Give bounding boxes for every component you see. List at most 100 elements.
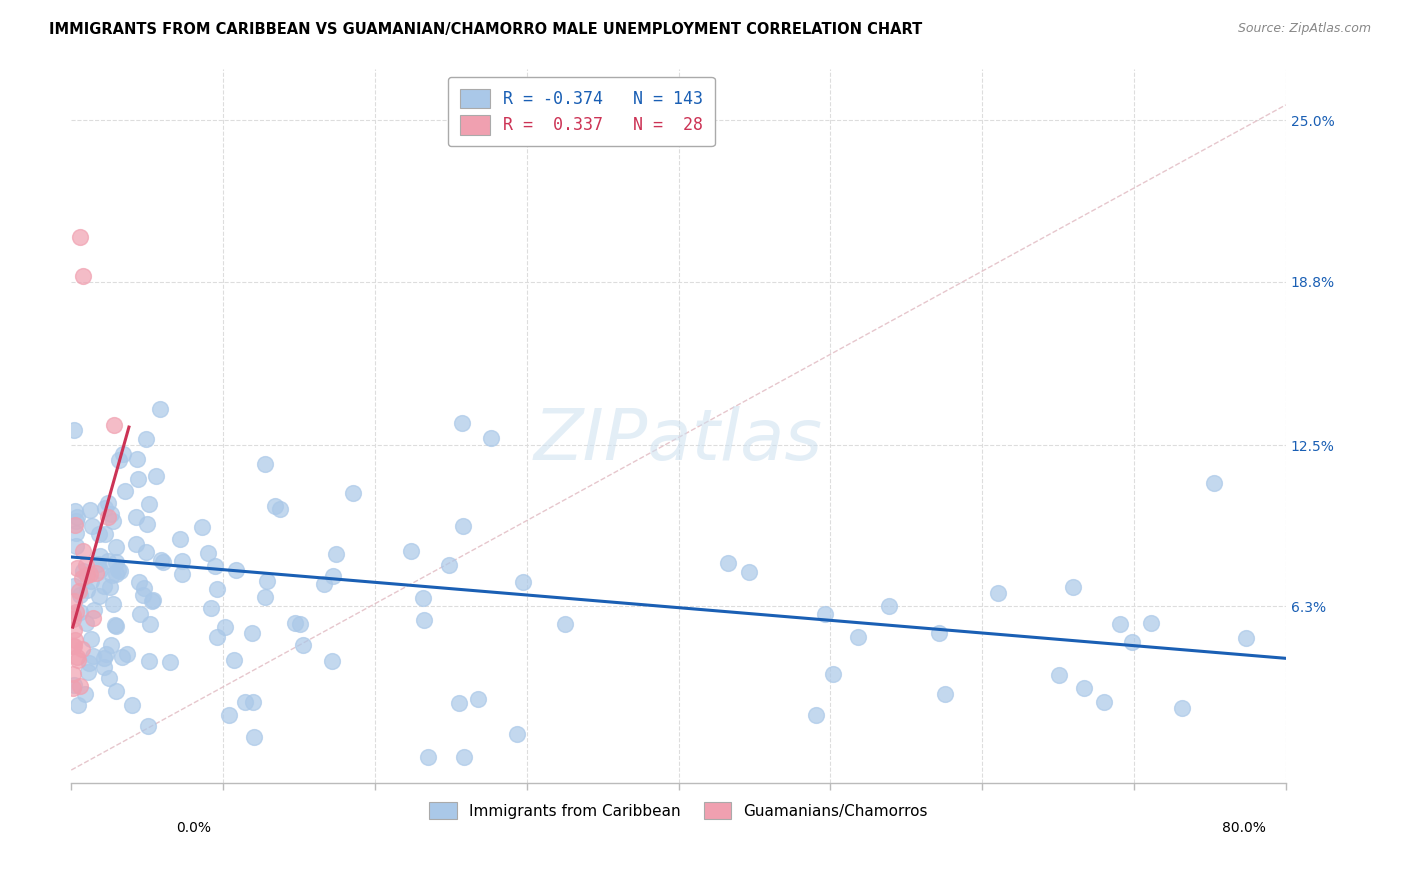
Point [93,651,115,665]
Point [1139,616,1161,631]
Point [225,563,247,577]
Point [437,558,460,573]
Point [105,567,128,582]
Point [65,514,87,528]
Point [65,518,87,533]
Point [321,654,343,668]
Point [934,688,956,702]
Point [65,633,87,648]
Point [72,544,94,558]
Point [66,649,89,664]
Point [111,649,134,664]
Point [104,617,127,632]
Point [62,611,84,625]
Point [453,750,475,764]
Point [169,533,191,547]
Point [152,556,174,570]
Point [738,565,761,579]
Point [200,601,222,615]
Point [451,416,474,430]
Point [205,630,228,644]
Point [97,496,120,510]
Point [987,585,1010,599]
Point [150,553,173,567]
Point [814,607,837,622]
Point [103,597,125,611]
Point [66,698,89,712]
Point [170,566,193,581]
Point [93,579,115,593]
Point [79,574,101,588]
Text: 0.0%: 0.0% [176,821,211,835]
Point [84,566,107,580]
Point [1092,695,1115,709]
Point [142,593,165,607]
Point [1109,617,1132,632]
Point [233,694,256,708]
Point [82,611,104,625]
Point [69,588,91,602]
Point [479,431,502,445]
Point [69,605,91,619]
Point [63,678,86,692]
Point [416,750,439,764]
Point [98,580,121,594]
Point [205,582,228,596]
Point [412,591,434,605]
Point [342,486,364,500]
Point [100,638,122,652]
Point [76,582,98,597]
Point [240,625,263,640]
Point [108,453,131,467]
Point [72,642,94,657]
Point [1202,475,1225,490]
Point [72,564,94,578]
Point [717,556,740,570]
Point [87,527,110,541]
Point [79,567,101,582]
Point [1171,701,1194,715]
Point [253,590,276,604]
Point [82,648,104,663]
Point [125,537,148,551]
Point [141,594,163,608]
Point [242,695,264,709]
Point [69,679,91,693]
Point [94,500,117,515]
Point [290,616,312,631]
Point [96,647,118,661]
Point [128,575,150,590]
Point [1236,632,1258,646]
Point [127,472,149,486]
Point [138,654,160,668]
Point [89,589,111,603]
Point [93,527,115,541]
Point [66,561,89,575]
Point [114,484,136,499]
Point [103,417,125,432]
Point [72,571,94,585]
Point [65,605,87,619]
Point [197,546,219,560]
Point [111,447,134,461]
Point [77,656,100,670]
Point [62,607,84,622]
Point [284,615,307,630]
Point [107,563,129,577]
Point [80,632,103,647]
Point [69,230,91,244]
Point [80,518,103,533]
Point [108,565,131,579]
Point [512,574,534,589]
Point [243,731,266,745]
Point [97,510,120,524]
Legend: Immigrants from Caribbean, Guamanians/Chamorros: Immigrants from Caribbean, Guamanians/Ch… [423,796,934,825]
Point [1062,581,1084,595]
Point [1073,681,1095,695]
Point [263,500,285,514]
Point [451,519,474,533]
Point [129,607,152,621]
Point [75,687,97,701]
Point [172,554,194,568]
Point [125,510,148,524]
